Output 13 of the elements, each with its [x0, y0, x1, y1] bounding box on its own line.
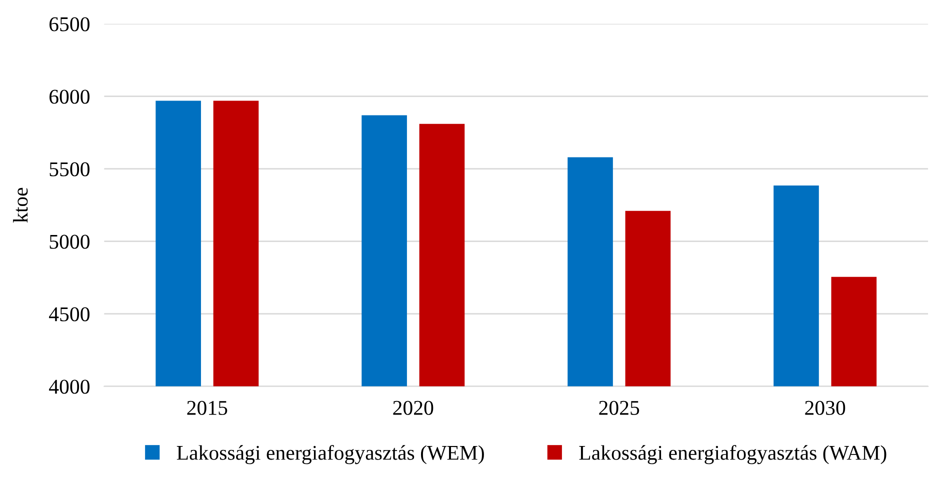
legend-label: Lakossági energiafogyasztás (WAM) [579, 444, 886, 464]
y-tick-label: 4000 [49, 380, 90, 394]
x-tick-label: 2015 [187, 400, 228, 415]
y-axis-title: ktoe [13, 188, 28, 223]
x-tick-label: 2030 [805, 400, 846, 415]
x-tick-label: 2020 [393, 400, 434, 415]
y-tick-label: 5500 [50, 162, 90, 176]
y-tick-label: 4500 [49, 307, 90, 322]
x-tick-label: 2025 [599, 400, 640, 415]
y-tick-label: 5000 [50, 234, 90, 249]
y-tick-label: 6500 [50, 17, 90, 32]
y-tick-label: 6000 [50, 90, 90, 104]
legend-label: Lakossági energiafogyasztás (WEM) [176, 444, 484, 464]
